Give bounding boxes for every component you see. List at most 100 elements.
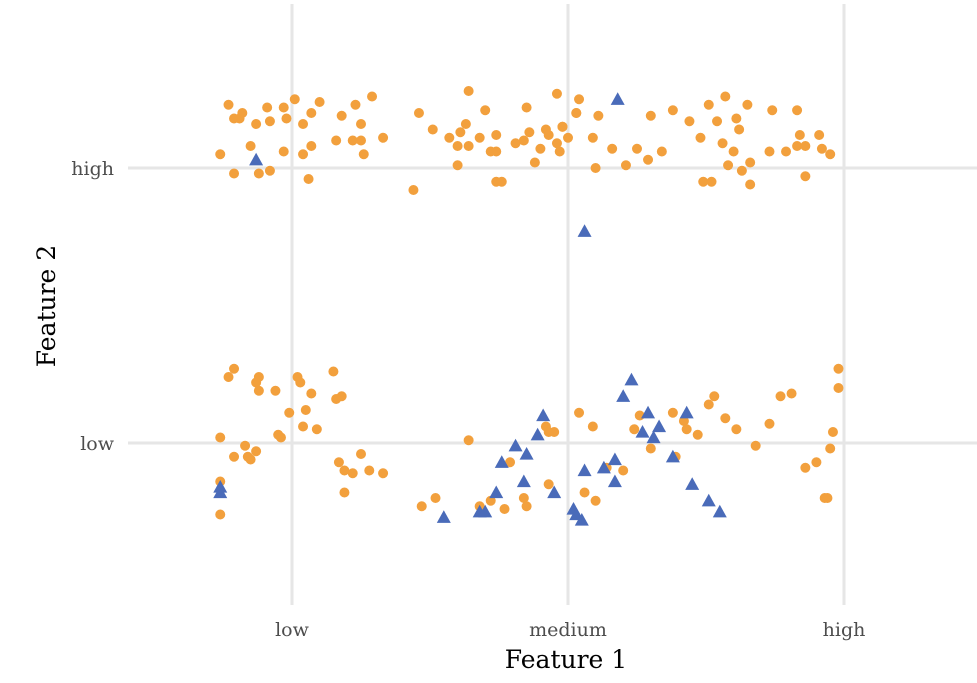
data-point-circle [745,179,756,190]
data-points [213,86,844,526]
data-point-circle [251,119,262,129]
data-point-circle [253,385,264,396]
data-point-circle [723,160,734,171]
data-point-circle [229,168,240,179]
data-point-circle [681,424,692,435]
data-point-triangle [436,510,451,523]
y-tick-label: high [71,158,114,180]
data-point-circle [237,108,248,118]
data-point-circle [745,157,756,168]
data-point-circle [816,143,827,154]
data-point-circle [643,154,654,165]
x-tick-label: medium [529,619,607,641]
data-point-triangle [213,480,228,493]
data-point-circle [731,424,742,435]
data-point-circle [712,116,723,127]
data-point-triangle [516,474,531,488]
data-point-circle [551,138,562,149]
data-point-circle [295,377,306,388]
data-point-triangle [652,419,667,433]
data-point-triangle [478,504,493,518]
data-point-circle [347,468,358,479]
data-point-triangle [685,477,700,490]
data-point-circle [825,149,836,160]
data-point-triangle [249,152,264,166]
x-tick-labels: low medium high [275,619,865,641]
data-point-circle [557,121,568,132]
data-point-circle [245,454,256,465]
data-point-circle [251,446,262,457]
data-point-circle [378,468,389,479]
data-point-triangle [530,427,545,441]
data-point-circle [629,424,640,435]
data-point-circle [336,110,347,121]
data-point-circle [775,391,786,402]
data-point-circle [764,146,775,157]
data-point-circle [264,165,275,176]
data-point-circle [485,495,496,506]
data-point-circle [656,146,667,157]
data-point-circle [703,399,714,410]
data-point-circle [593,110,604,121]
data-point-circle [709,391,720,402]
data-point-circle [314,97,325,107]
data-point-triangle [596,460,611,474]
y-tick-label: low [80,433,115,455]
data-point-circle [278,146,289,157]
data-point-circle [811,457,822,468]
data-point-circle [455,127,466,138]
data-point-circle [223,372,234,382]
data-point-circle [306,141,317,151]
data-point-circle [720,91,731,102]
data-point-circle [734,124,745,135]
data-point-circle [551,88,562,99]
data-point-triangle [610,92,625,105]
data-point-circle [505,457,516,468]
data-point-circle [543,130,554,140]
data-point-circle [717,138,728,149]
data-point-circle [827,427,838,437]
data-point-circle [356,449,366,459]
data-point-circle [408,185,419,195]
data-point-circle [698,176,709,187]
x-tick-label: high [823,619,866,641]
data-point-circle [311,424,322,435]
data-point-triangle [577,224,592,237]
data-point-circle [692,429,703,440]
data-point-circle [587,421,598,432]
data-point-circle [678,416,689,426]
data-point-circle [703,99,714,110]
data-point-circle [328,366,339,377]
data-point-triangle [536,408,551,422]
data-point-circle [356,119,366,129]
data-point-circle [264,116,275,127]
data-point-circle [607,143,618,154]
data-point-circle [253,372,264,382]
data-point-circle [430,493,441,503]
data-point-circle [416,501,427,512]
data-point-circle [367,91,378,102]
data-point-circle [303,174,314,184]
data-point-circle [792,141,803,151]
data-point-circle [645,443,656,454]
data-point-circle [378,132,389,143]
data-point-circle [521,501,532,512]
data-point-circle [554,146,565,157]
data-point-circle [667,105,678,116]
data-point-circle [684,116,695,127]
data-point-circle [413,108,424,118]
data-point-circle [275,432,286,443]
data-point-circle [496,176,507,187]
data-point-circle [767,105,778,116]
data-point-circle [833,363,844,374]
data-point-circle [742,99,753,110]
data-point-circle [574,94,585,105]
data-point-circle [364,465,375,476]
data-point-circle [563,132,573,143]
data-point-circle [333,457,344,468]
data-point-circle [800,171,811,182]
data-point-circle [240,440,251,451]
data-point-circle [524,127,535,138]
data-point-circle [262,102,273,113]
data-point-circle [270,385,281,396]
